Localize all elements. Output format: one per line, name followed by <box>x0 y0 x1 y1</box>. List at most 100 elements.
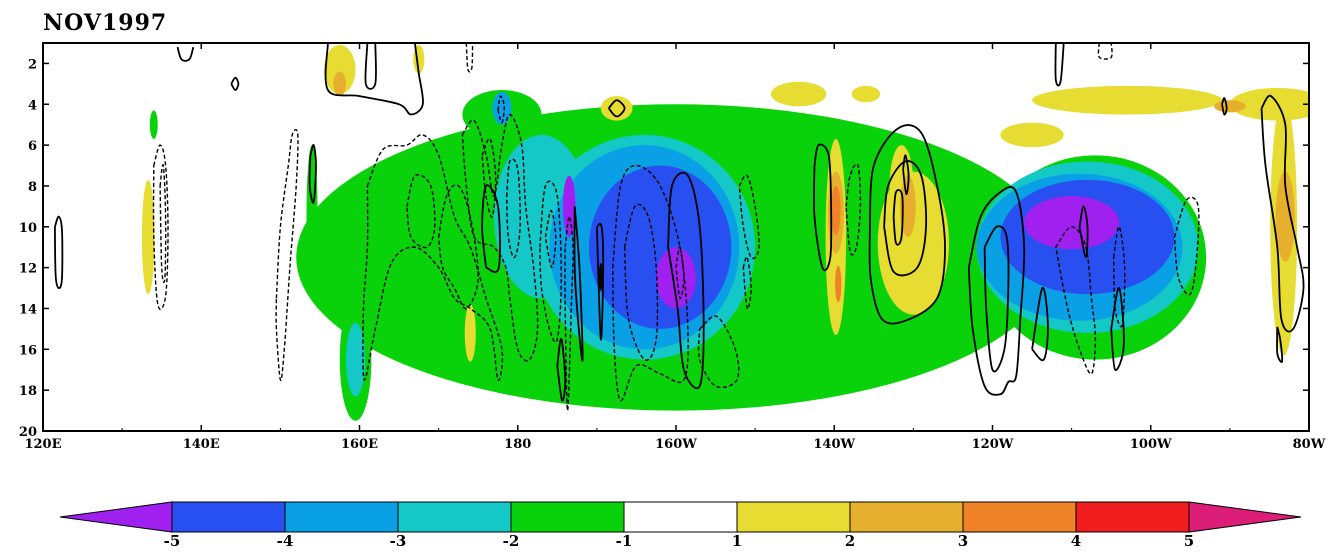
negative-contour-line <box>623 203 659 361</box>
y-tick-label: 6 <box>28 139 37 154</box>
colorbar-high-extension <box>1188 501 1302 533</box>
y-tick-label: 10 <box>19 221 37 236</box>
filled-region-level-neg4 <box>588 165 732 329</box>
positive-contour-line <box>573 206 584 362</box>
negative-contour-line <box>612 164 689 402</box>
x-tick-label: 100W <box>1130 437 1172 452</box>
x-tick-label: 140W <box>813 437 855 452</box>
positive-contour-line <box>883 160 928 277</box>
positive-contour-line <box>1110 287 1125 371</box>
positive-contour-line <box>608 99 626 118</box>
y-tick-label: 8 <box>28 180 37 195</box>
negative-contour-line <box>159 164 167 284</box>
positive-contour-line <box>1260 94 1305 333</box>
negative-contour-line <box>461 113 539 362</box>
positive-contour-line <box>1078 205 1089 259</box>
y-tick-label: 12 <box>19 262 37 277</box>
negative-contour-line <box>1097 43 1113 60</box>
small-contour-mark <box>598 262 604 291</box>
positive-contour-line <box>967 186 1026 396</box>
negative-contour-line <box>465 43 474 73</box>
y-tick-label: 20 <box>19 425 37 440</box>
y-tick-label: 2 <box>28 57 37 72</box>
filled-region-level-1 <box>1000 122 1064 148</box>
negative-contour-line <box>675 246 685 300</box>
negative-contour-line <box>506 158 521 259</box>
positive-contour-line <box>324 43 424 116</box>
filled-region-level-1 <box>1032 85 1222 115</box>
filled-contours <box>141 45 1309 421</box>
filled-region-level-1 <box>851 85 881 103</box>
negative-contour-line <box>481 137 497 218</box>
filled-region-level-2 <box>899 175 916 237</box>
positive-contour-line <box>902 154 910 196</box>
colorbar-low-extension <box>59 501 173 533</box>
x-tick-label: 120E <box>24 437 61 452</box>
positive-contour-line <box>364 43 377 90</box>
filled-region-level-1 <box>600 96 633 121</box>
colorbar-box <box>736 501 851 533</box>
filled-region-level-neg3 <box>492 92 512 125</box>
filled-region-level-1 <box>770 81 827 107</box>
colorbar-box <box>849 501 964 533</box>
negative-contour-line <box>697 315 740 389</box>
negative-contour-line <box>845 163 862 256</box>
x-tick-label: 180 <box>504 437 531 452</box>
negative-contour-line <box>1173 196 1200 296</box>
negative-contour-line <box>742 256 752 310</box>
positive-contour-line <box>812 143 833 272</box>
filled-region-level-3 <box>831 185 841 235</box>
y-tick-label: 16 <box>19 343 37 358</box>
colorbar-box <box>510 501 625 533</box>
colorbar-label: 3 <box>958 532 968 550</box>
x-tick-label: 120W <box>972 437 1014 452</box>
x-tick-label: 80W <box>1293 437 1326 452</box>
colorbar: -5 -4 -3 -2 -1 1 2 3 4 5 <box>59 501 1302 550</box>
negative-contour-line <box>544 209 557 269</box>
colorbar-label: -5 <box>164 532 181 550</box>
negative-contour-line <box>1112 226 1126 328</box>
negative-contour-line <box>738 174 760 260</box>
colorbar-label: 2 <box>845 532 855 550</box>
colorbar-label: 4 <box>1071 532 1081 550</box>
positive-contour-line <box>1221 97 1228 116</box>
colorbar-label: -3 <box>390 532 407 550</box>
chart-title: NOV1997 <box>43 10 167 36</box>
negative-contour-line <box>564 215 574 412</box>
positive-contour-line <box>892 189 904 246</box>
y-tick-label: 4 <box>28 98 37 113</box>
negative-contour-line <box>152 144 169 310</box>
filled-region-level-2 <box>333 71 347 97</box>
colorbar-label: -4 <box>277 532 294 550</box>
colorbar-box <box>171 501 286 533</box>
filled-region-level-1 <box>464 304 476 362</box>
negative-contour-line <box>437 184 479 310</box>
negative-contour-line <box>275 129 299 382</box>
x-tick-label: 160E <box>341 437 378 452</box>
filled-region-level-neg2 <box>346 322 366 397</box>
positive-contour-line <box>556 338 567 402</box>
colorbar-label: 5 <box>1184 532 1194 550</box>
filled-region-level-2 <box>1214 100 1246 113</box>
negative-contour-line <box>406 173 436 249</box>
positive-contour-line <box>1031 287 1049 362</box>
filled-region-level-3 <box>835 265 842 303</box>
filled-region-level-neg5 <box>1024 196 1120 250</box>
positive-contour-line <box>667 171 705 390</box>
positive-contour-line <box>54 215 64 290</box>
colorbar-box <box>1075 501 1190 533</box>
positive-contour-line <box>868 124 946 325</box>
colorbar-box <box>962 501 1077 533</box>
y-tick-label: 18 <box>19 384 37 399</box>
positive-contour-line <box>176 46 195 62</box>
positive-contour-line <box>308 144 317 204</box>
filled-region-level-neg5 <box>562 175 576 237</box>
x-tick-label: 160W <box>655 437 697 452</box>
filled-region-level-neg1 <box>389 206 409 309</box>
negative-contour-line <box>1055 226 1097 375</box>
filled-region-level-1 <box>141 179 155 295</box>
filled-region-level-neg1 <box>149 110 158 139</box>
colorbar-box <box>623 501 738 533</box>
positive-contour-line <box>983 225 1010 373</box>
